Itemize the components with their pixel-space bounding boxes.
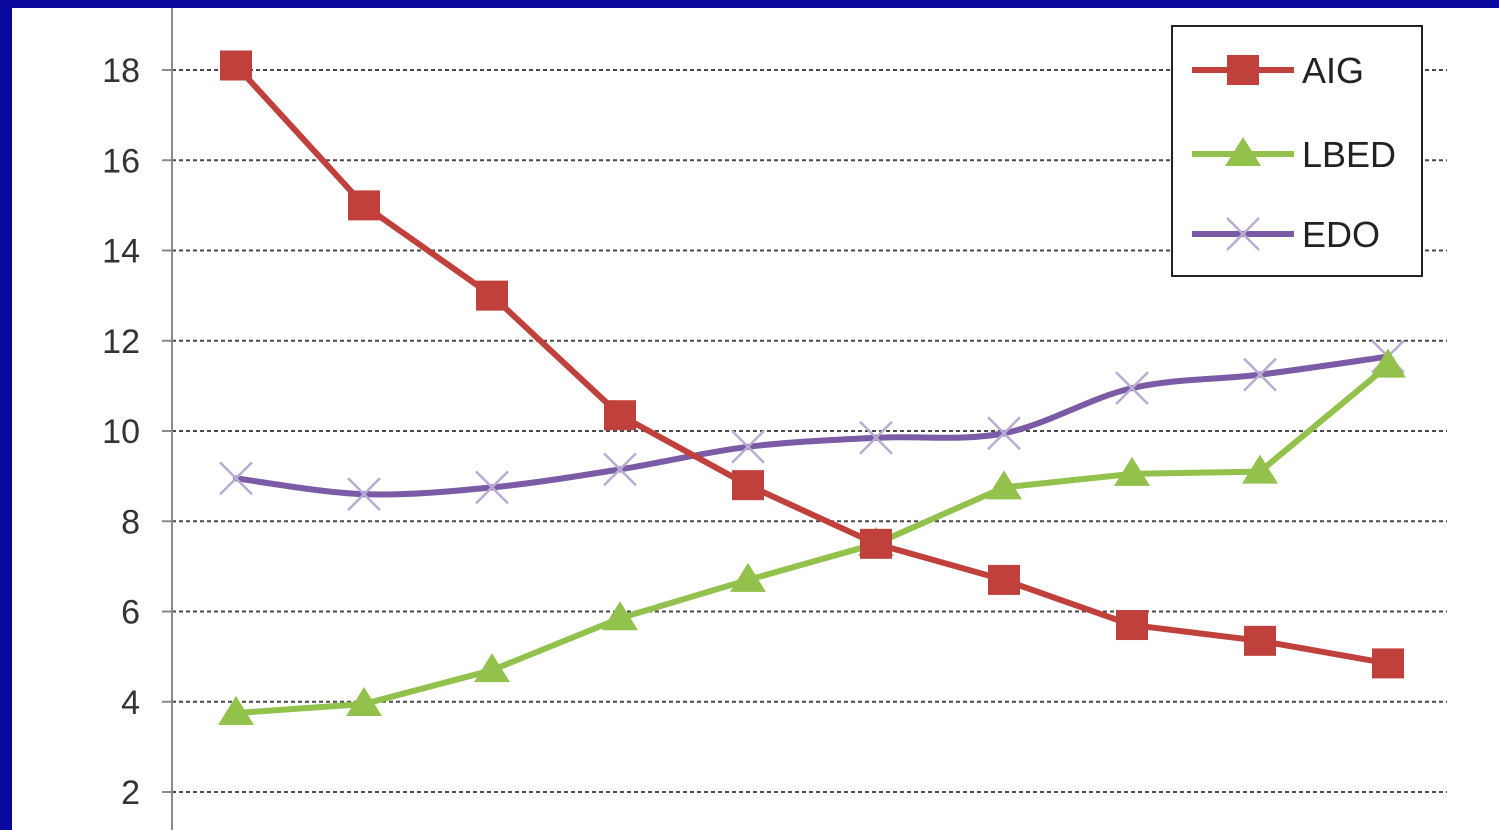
- data-point-lbed: [1242, 454, 1278, 484]
- legend-marker-lbed: [1225, 137, 1261, 166]
- data-point-aig: [860, 528, 892, 559]
- data-point-edo: [859, 420, 893, 455]
- data-point-edo: [475, 470, 509, 505]
- series-edo: [219, 339, 1405, 512]
- data-point-aig: [732, 470, 764, 501]
- data-point-aig: [220, 50, 252, 81]
- data-point-lbed: [1114, 456, 1150, 486]
- y-tick-label: 12: [102, 323, 140, 361]
- legend-label-aig: AIG: [1302, 50, 1364, 91]
- data-point-edo: [219, 461, 253, 496]
- legend-item-aig: AIG: [1192, 50, 1364, 91]
- data-point-edo: [987, 416, 1021, 451]
- data-point-lbed: [346, 687, 382, 717]
- legend-label-edo: EDO: [1302, 214, 1380, 255]
- series-line-lbed: [233, 362, 1391, 717]
- line-chart: 2 4 6 8 10 12 14 16 18 AIG LBED EDO: [102, 8, 1447, 830]
- gridlines: [172, 69, 1447, 793]
- data-point-lbed: [474, 653, 510, 683]
- y-tick-label: 8: [121, 503, 140, 541]
- data-point-aig: [1244, 625, 1276, 656]
- data-point-aig: [476, 280, 508, 311]
- data-point-lbed: [218, 696, 254, 726]
- legend-marker-edo: [1226, 217, 1260, 251]
- data-point-edo: [603, 452, 637, 487]
- series-line-edo: [233, 353, 1391, 498]
- series-group: [218, 50, 1406, 726]
- data-point-edo: [347, 477, 381, 512]
- data-point-edo: [1243, 357, 1277, 392]
- y-tick-label: 10: [102, 413, 140, 451]
- legend-item-lbed: LBED: [1192, 134, 1396, 175]
- data-point-lbed: [730, 562, 766, 592]
- chart-panel: 2 4 6 8 10 12 14 16 18 AIG LBED EDO: [12, 8, 1499, 830]
- data-point-lbed: [602, 601, 638, 631]
- series-line-aig: [233, 62, 1391, 667]
- legend-marker-aig: [1227, 55, 1259, 85]
- legend-label-lbed: LBED: [1302, 134, 1396, 175]
- axes: 2 4 6 8 10 12 14 16 18: [102, 8, 173, 830]
- data-point-aig: [604, 400, 636, 431]
- data-point-aig: [348, 190, 380, 221]
- series-aig: [220, 50, 1404, 679]
- y-tick-label: 14: [102, 233, 140, 271]
- data-point-edo: [1115, 371, 1149, 406]
- data-point-aig: [988, 564, 1020, 595]
- series-lbed: [218, 348, 1406, 726]
- legend-item-edo: EDO: [1192, 214, 1380, 255]
- y-tick-label: 6: [121, 594, 140, 632]
- y-tick-label: 4: [121, 684, 140, 722]
- y-tick-label: 2: [121, 774, 140, 812]
- data-point-edo: [731, 429, 765, 464]
- legend: AIG LBED EDO: [1171, 25, 1423, 277]
- data-point-aig: [1372, 648, 1404, 679]
- data-point-lbed: [1370, 348, 1406, 378]
- y-tick-label: 18: [102, 52, 140, 90]
- y-tick-label: 16: [102, 142, 140, 180]
- data-point-aig: [1116, 610, 1148, 641]
- data-point-lbed: [986, 470, 1022, 500]
